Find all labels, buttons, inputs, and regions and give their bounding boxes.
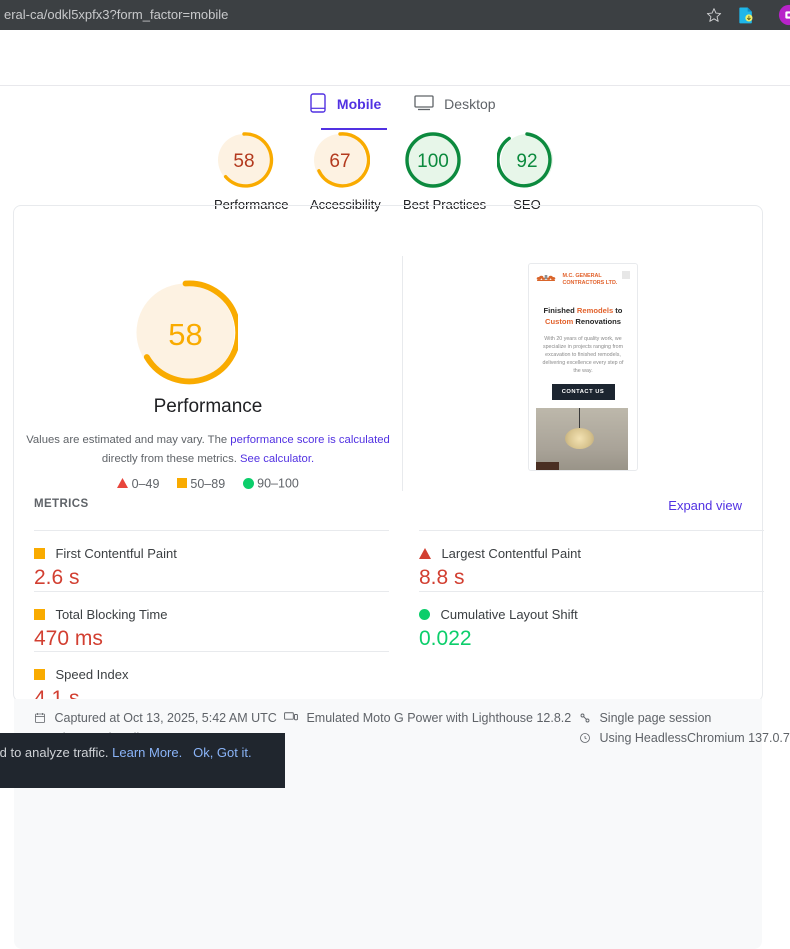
svg-text:58: 58: [233, 151, 254, 172]
svg-text:100: 100: [417, 151, 449, 172]
svg-text:67: 67: [329, 151, 350, 172]
svg-text:92: 92: [516, 151, 537, 172]
svg-text:58: 58: [168, 317, 202, 352]
